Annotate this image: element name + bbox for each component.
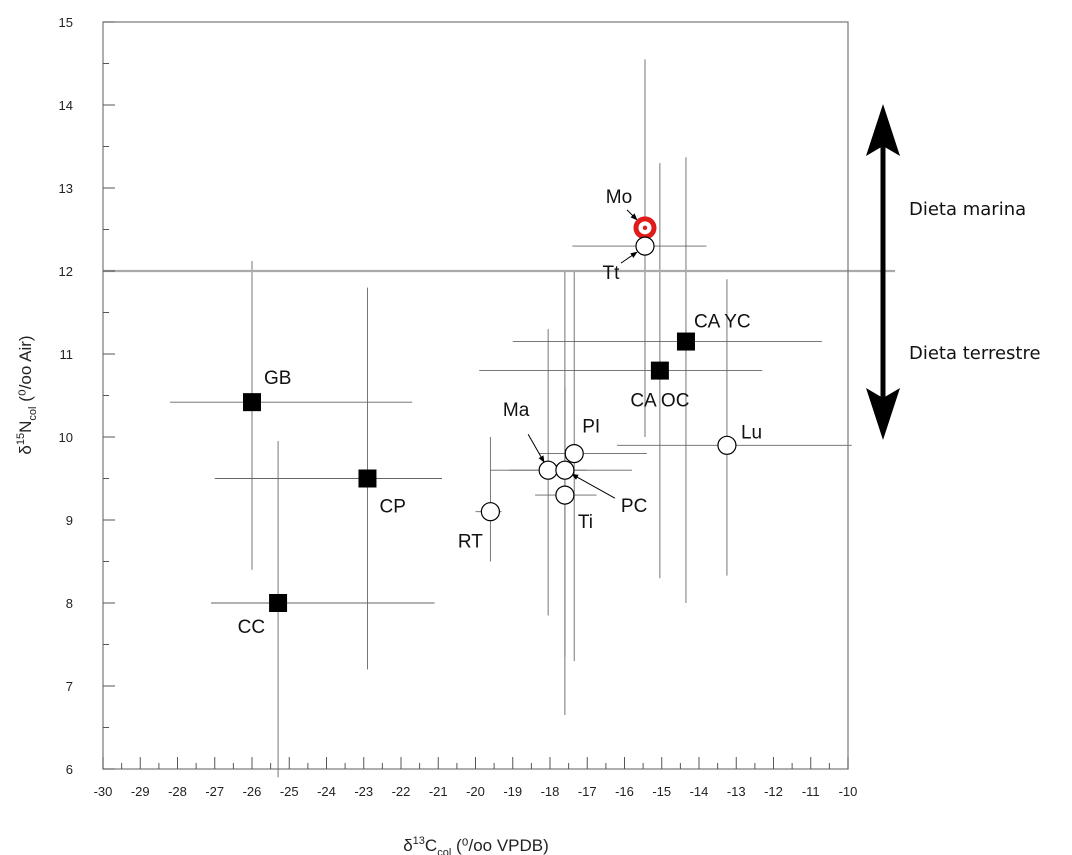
- x-tick-label: -26: [243, 784, 262, 799]
- label-leader-arrows: [527, 209, 638, 499]
- point-label: Mo: [606, 187, 632, 208]
- point-label: PI: [582, 417, 600, 438]
- x-tick-label: -20: [466, 784, 485, 799]
- data-points: [243, 216, 737, 612]
- plot-frame: [102, 21, 849, 770]
- x-tick-label: -29: [131, 784, 150, 799]
- data-point-square: [269, 594, 288, 612]
- x-tick-label: -23: [354, 784, 373, 799]
- y-tick-label: 7: [66, 679, 73, 694]
- point-label: GB: [264, 368, 291, 389]
- x-tick-label: -14: [690, 784, 709, 799]
- x-tick-label: -16: [615, 784, 634, 799]
- point-label: CA YC: [694, 312, 751, 333]
- point-label: Lu: [741, 422, 762, 443]
- x-tick-label: -21: [429, 784, 448, 799]
- point-label: CC: [238, 617, 265, 638]
- point-label: Ma: [503, 400, 530, 421]
- leader-arrow: [626, 209, 638, 221]
- x-tick-label: -28: [168, 784, 187, 799]
- y-tick-label: 6: [66, 762, 73, 777]
- point-label: Tt: [603, 263, 621, 284]
- data-point-circle: [555, 485, 575, 505]
- diet-arrow-head-down: [866, 388, 900, 440]
- data-point-circle: [555, 460, 575, 480]
- x-tick-label: -10: [839, 784, 858, 799]
- data-point-square: [676, 332, 695, 351]
- y-tick-label: 11: [60, 347, 74, 362]
- point-label: Ti: [578, 512, 593, 533]
- point-label: CA OC: [630, 391, 689, 412]
- axis-ticks: -30 -29 -28 -27 -26 -25 -24 -23 -22 -21 -20 -19 -18 -…: [59, 15, 858, 799]
- data-point-circle: [717, 435, 737, 455]
- diet-arrow: [866, 104, 900, 440]
- x-tick-label: -19: [503, 784, 522, 799]
- y-tick-label: 13: [59, 181, 73, 196]
- x-tick-label: -24: [317, 784, 336, 799]
- leader-arrow: [620, 251, 638, 264]
- point-labels: GB CP CC CA YC CA OC Mo Tt Lu Ma PI PC Ti RT: [238, 187, 762, 638]
- y-axis-title: δ15Ncol (⁰/oo Air): [15, 335, 39, 454]
- data-point-circle: [538, 460, 558, 480]
- y-tick-label: 15: [59, 15, 73, 30]
- y-tick-label: 8: [66, 596, 73, 611]
- data-point-highlight-dot: [642, 225, 648, 231]
- diet-arrow-head-up: [866, 104, 900, 156]
- x-tick-label: -22: [392, 784, 411, 799]
- point-label: CP: [379, 497, 405, 518]
- leader-arrow: [571, 473, 616, 499]
- data-point-square: [243, 393, 261, 412]
- y-tick-label: 9: [66, 513, 73, 528]
- x-tick-label: -11: [802, 784, 820, 799]
- point-label: PC: [621, 496, 647, 517]
- x-tick-label: -25: [280, 784, 299, 799]
- y-tick-label: 14: [59, 98, 73, 113]
- x-axis-title: δ13Ccol (⁰/oo VPDB): [403, 835, 549, 855]
- x-tick-label: -13: [727, 784, 746, 799]
- data-point-circle: [480, 502, 500, 522]
- data-point-circle: [635, 236, 655, 256]
- label-dieta-terrestre: Dieta terrestre: [909, 343, 1041, 364]
- y-tick-label: 10: [59, 430, 73, 445]
- x-tick-label: -30: [94, 784, 113, 799]
- data-point-square: [358, 469, 377, 488]
- data-point-circle: [564, 444, 584, 464]
- point-label: RT: [458, 532, 483, 553]
- x-tick-label: -12: [764, 784, 783, 799]
- x-tick-label: -17: [578, 784, 597, 799]
- data-point-square: [650, 361, 669, 380]
- leader-arrow: [527, 433, 545, 463]
- y-tick-label: 12: [59, 264, 73, 279]
- label-dieta-marina: Dieta marina: [909, 199, 1026, 220]
- x-tick-label: -15: [652, 784, 671, 799]
- x-tick-label: -18: [541, 784, 560, 799]
- x-tick-label: -27: [205, 784, 224, 799]
